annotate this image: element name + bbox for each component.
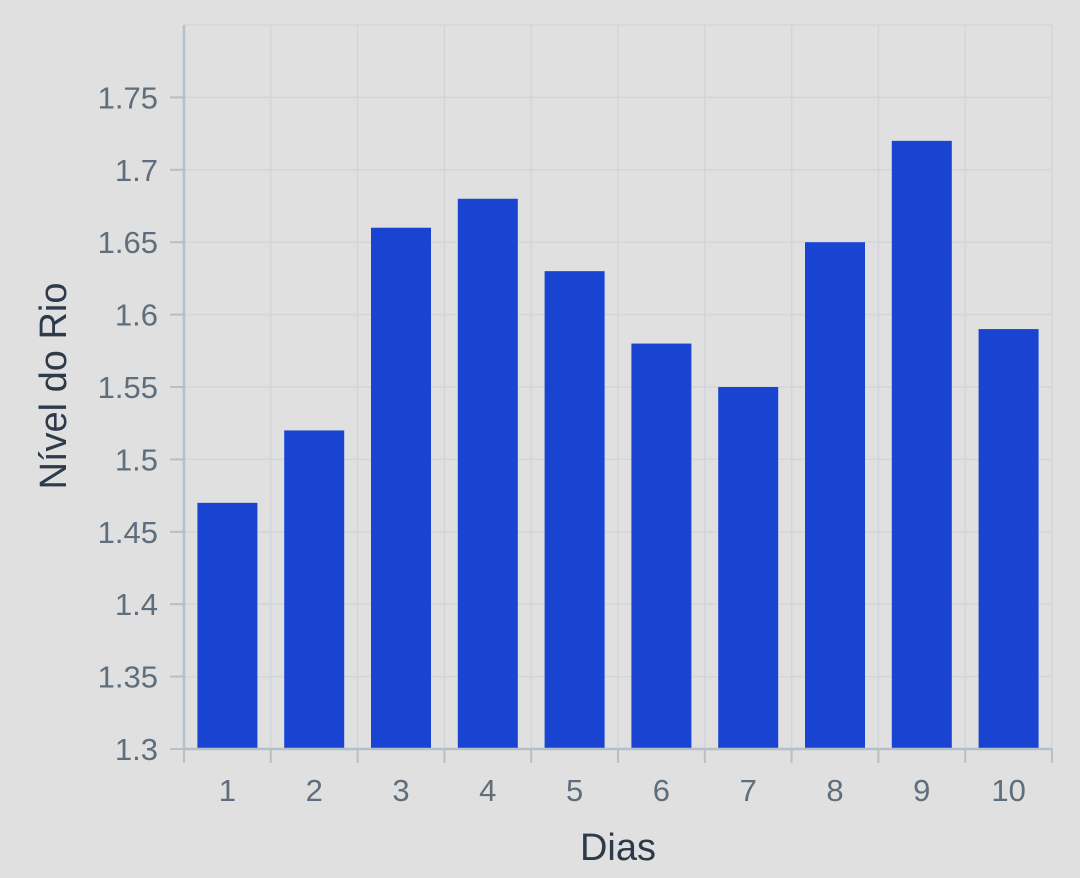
x-tick-label: 8 [826, 773, 843, 808]
bar-4 [457, 198, 518, 749]
y-tick-label: 1.35 [98, 660, 158, 695]
x-tick-label: 9 [913, 773, 930, 808]
bars [197, 140, 1039, 750]
y-tick-label: 1.7 [115, 153, 158, 188]
y-tick-label: 1.3 [115, 732, 158, 767]
x-tick-labels: 1 2 3 4 5 6 7 8 9 10 [219, 773, 1026, 808]
y-tick-label: 1.45 [98, 515, 158, 550]
x-tick-label: 1 [219, 773, 236, 808]
x-tick-label: 3 [392, 773, 409, 808]
bar-8 [805, 242, 865, 749]
bar-7 [718, 387, 779, 749]
y-tick-label: 1.55 [98, 370, 158, 405]
x-tick-label: 2 [306, 773, 323, 808]
y-tick-label: 1.5 [115, 442, 158, 477]
bar-1 [197, 502, 258, 749]
y-tick-label: 1.6 [115, 298, 158, 333]
y-tick-label: 1.75 [98, 80, 158, 115]
x-tick-label: 6 [653, 773, 670, 808]
y-tick-label: 1.65 [98, 225, 158, 260]
y-tick-labels: 1.3 1.35 1.4 1.45 1.5 1.55 1.6 1.65 1.7 1.75 [98, 80, 158, 767]
x-tick-label: 4 [479, 773, 496, 808]
bar-5 [544, 271, 605, 749]
bar-9 [891, 140, 952, 750]
y-tick-label: 1.4 [115, 587, 158, 622]
bar-2 [284, 430, 345, 749]
axes [170, 25, 1053, 763]
bar-6 [631, 343, 692, 749]
y-axis-title: Nível do Rio [33, 283, 75, 490]
bar-3 [371, 227, 431, 750]
x-tick-label: 10 [991, 773, 1025, 808]
x-tick-label: 7 [740, 773, 757, 808]
x-tick-label: 5 [566, 773, 583, 808]
x-axis-title: Dias [580, 827, 656, 869]
bar-10 [978, 329, 1039, 749]
